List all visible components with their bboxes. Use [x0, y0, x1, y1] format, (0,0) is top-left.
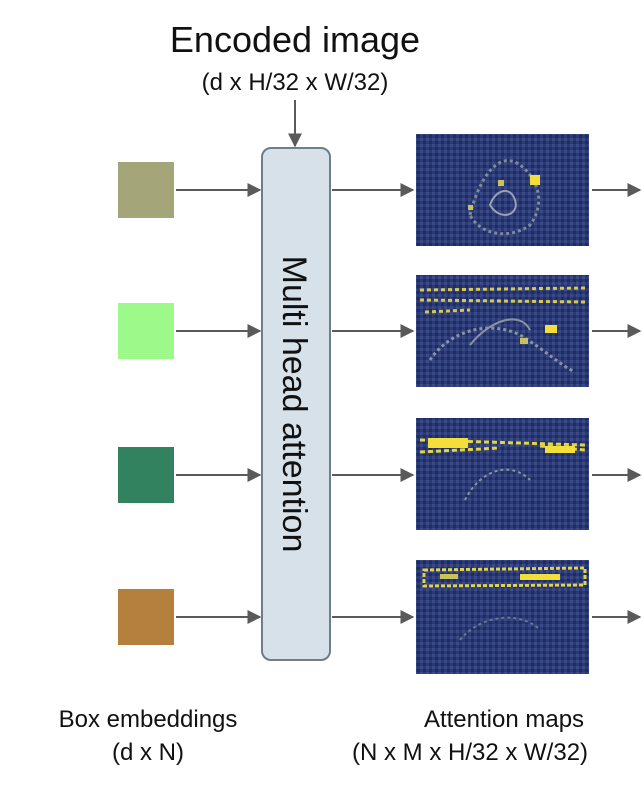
- attention-map-1: [416, 134, 589, 246]
- attention-map-4: [416, 560, 589, 674]
- box-embeddings-label: Box embeddings: [59, 706, 238, 733]
- box-embedding-4: [118, 589, 174, 645]
- attention-block-label: Multi head attention: [275, 256, 313, 553]
- box-embedding-3: [118, 447, 174, 503]
- box-embedding-1: [118, 162, 174, 218]
- title: Encoded image: [170, 19, 420, 60]
- attention-maps-label: Attention maps: [424, 706, 584, 733]
- title-dims: (d x H/32 x W/32): [202, 69, 389, 96]
- box-embeddings-dims: (d x N): [112, 739, 184, 766]
- attention-map-2: [416, 275, 589, 387]
- attention-maps-dims: (N x M x H/32 x W/32): [352, 739, 588, 766]
- attention-block: [261, 147, 331, 661]
- box-embedding-2: [118, 303, 174, 359]
- attention-map-3: [416, 418, 589, 530]
